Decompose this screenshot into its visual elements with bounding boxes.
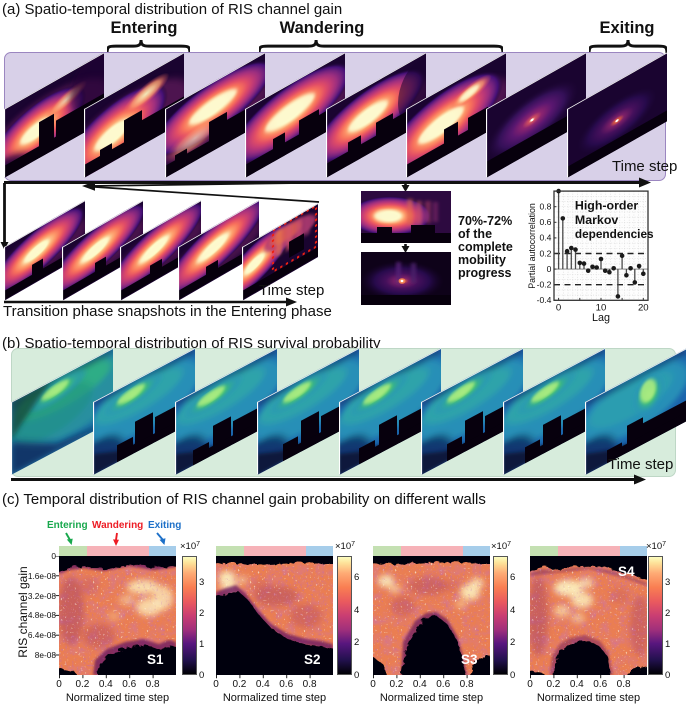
svg-text:0.4: 0.4 — [539, 233, 551, 243]
svg-text:Lag: Lag — [592, 312, 610, 324]
svg-text:0: 0 — [547, 264, 552, 274]
svg-text:0.6: 0.6 — [539, 217, 551, 227]
svg-text:0.8: 0.8 — [539, 202, 551, 212]
svg-text:10: 10 — [596, 302, 607, 313]
svg-text:S1: S1 — [147, 652, 164, 667]
svg-text:20: 20 — [638, 302, 649, 313]
svg-text:0: 0 — [556, 302, 561, 313]
svg-text:-0.2: -0.2 — [537, 280, 552, 290]
svg-text:S2: S2 — [304, 652, 321, 667]
svg-text:dependencies: dependencies — [575, 227, 654, 241]
svg-text:Partial autocorrelation: Partial autocorrelation — [528, 203, 537, 289]
svg-text:0.2: 0.2 — [539, 248, 551, 258]
svg-text:-0.4: -0.4 — [537, 295, 552, 305]
svg-text:Markov: Markov — [575, 213, 618, 227]
svg-text:S4: S4 — [618, 564, 635, 579]
svg-text:High-order: High-order — [575, 199, 639, 213]
svg-text:S3: S3 — [461, 652, 478, 667]
